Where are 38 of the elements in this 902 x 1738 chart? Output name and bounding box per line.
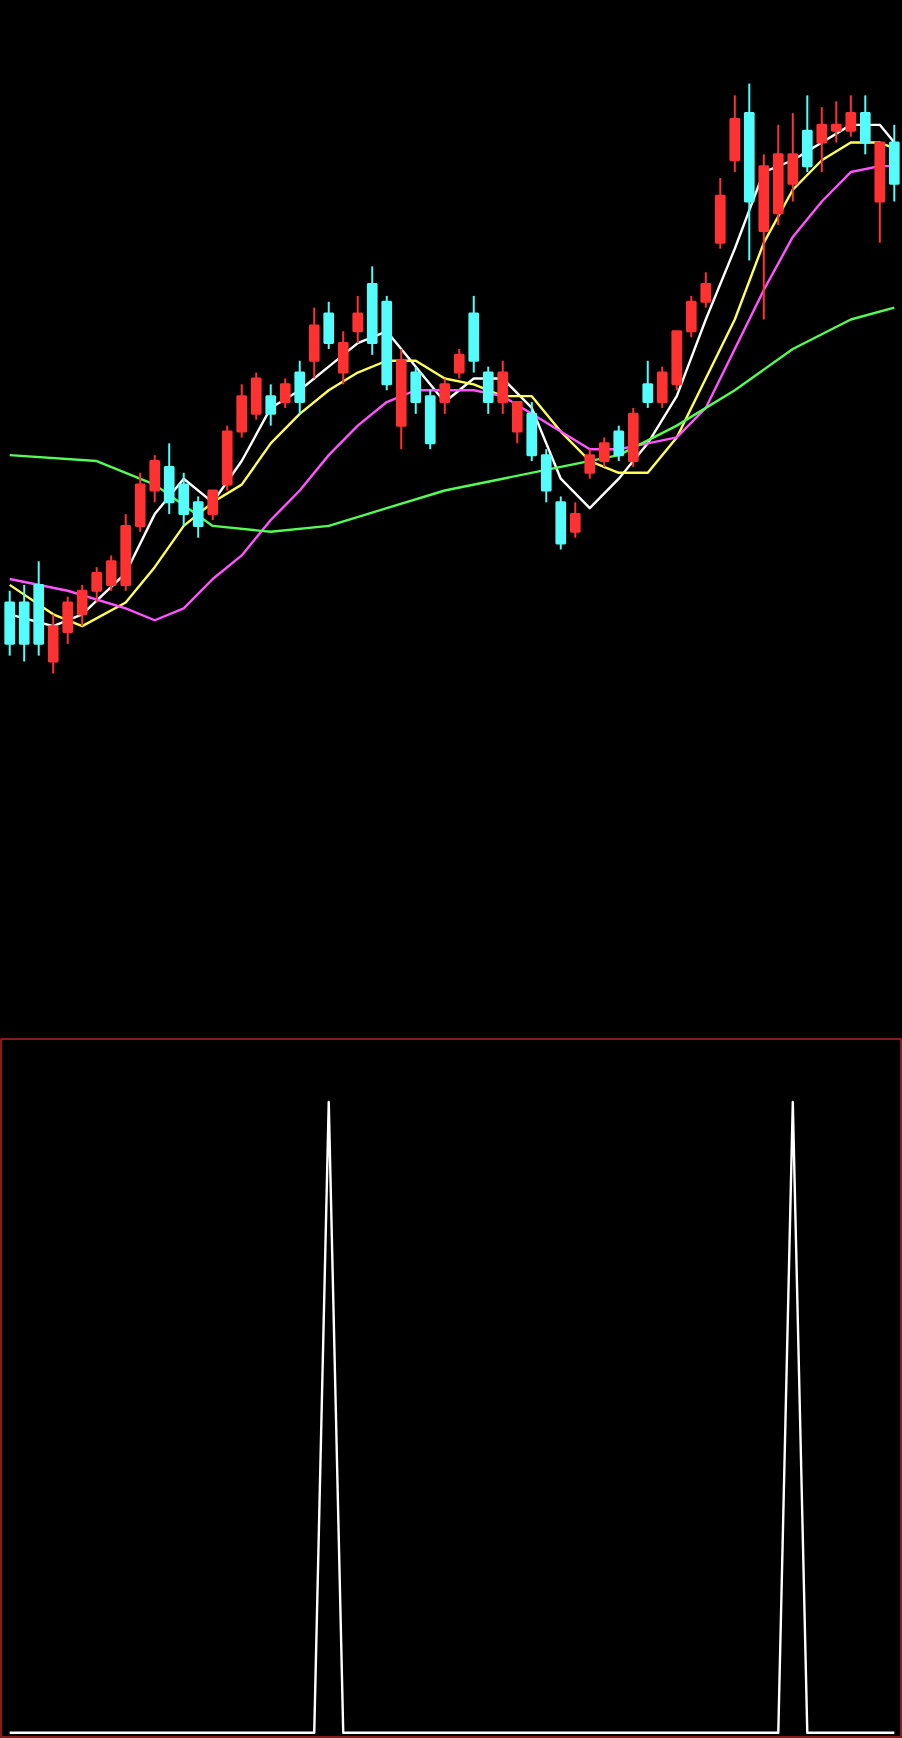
candlestick <box>323 300 335 350</box>
candlestick <box>207 489 219 521</box>
candlestick <box>250 371 262 421</box>
candlestick <box>859 94 871 156</box>
candlestick <box>279 377 291 409</box>
candlestick <box>482 365 494 415</box>
candlestick <box>76 583 88 628</box>
candlestick <box>729 94 741 174</box>
candlestick <box>613 424 625 463</box>
candlestick <box>91 566 103 604</box>
candlestick <box>294 359 306 415</box>
candlestick <box>511 401 523 445</box>
candlestick <box>439 377 451 415</box>
candlestick <box>714 176 726 250</box>
candlestick <box>424 389 436 451</box>
candlestick <box>4 589 16 657</box>
candlestick <box>453 347 465 380</box>
candlestick <box>337 330 349 386</box>
candlestick <box>642 359 654 409</box>
candlestick <box>308 306 320 380</box>
candlestick <box>888 123 900 203</box>
candlestick <box>816 106 828 174</box>
candlestick <box>410 365 422 415</box>
candlestick <box>627 406 639 468</box>
candlestick <box>598 436 610 468</box>
candlestick <box>700 271 712 309</box>
candlestick <box>497 359 509 415</box>
candlestick <box>192 495 204 539</box>
candlestick <box>584 448 596 480</box>
candlestick <box>352 294 364 345</box>
candlestick <box>540 448 552 504</box>
candlestick <box>555 495 567 551</box>
candlestick <box>265 383 277 427</box>
candlestick <box>685 294 697 339</box>
candlestick <box>801 94 813 174</box>
candlestick <box>526 401 538 463</box>
candlestick <box>468 294 480 374</box>
candlestick <box>569 501 581 539</box>
